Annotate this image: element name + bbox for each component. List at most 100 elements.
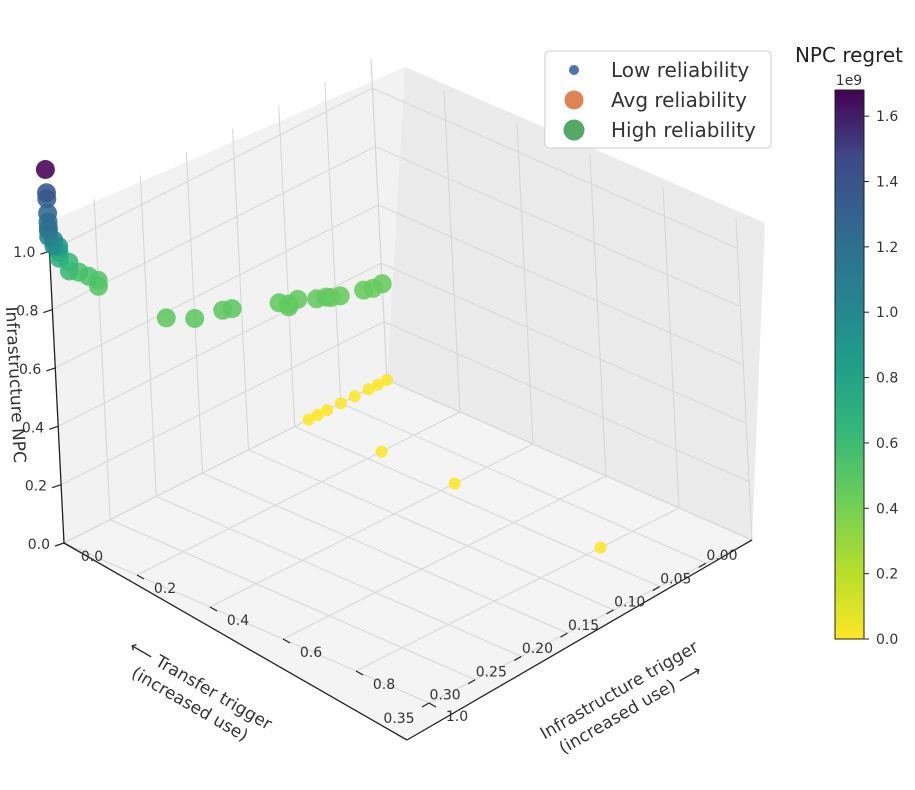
y-tick-mark <box>744 539 753 545</box>
scatter-point-low-reliability <box>321 404 333 417</box>
y-tick-label: 0.05 <box>660 571 691 587</box>
scatter-point-high-reliability <box>37 183 56 203</box>
z-tick-label: 0.8 <box>16 304 38 320</box>
x-tick-label: 1.0 <box>446 709 468 725</box>
grid-line <box>375 146 741 308</box>
scatter-point-high-reliability <box>354 280 374 300</box>
scatter-point-high-reliability <box>269 293 289 313</box>
scatter-point-high-reliability <box>38 203 58 223</box>
grid-line <box>232 128 250 450</box>
grid-line <box>386 379 753 541</box>
z-tick-mark <box>51 484 62 489</box>
y-tick-mark <box>467 679 476 685</box>
legend: Low reliability Avg reliability High relia… <box>544 50 772 149</box>
y-axis-line <box>63 542 408 741</box>
colorbar-tick-label: 0.8 <box>876 371 898 387</box>
z-tick-label: 1.0 <box>13 245 35 261</box>
y-tick-label: 0.10 <box>614 595 645 611</box>
colorbar-tick-label: 0.4 <box>876 501 898 517</box>
grid-line <box>136 411 461 576</box>
y-tick-mark <box>513 655 522 661</box>
legend-marker <box>569 65 579 75</box>
z-axis-line <box>47 221 65 544</box>
grid-line <box>340 402 707 564</box>
colorbar-tick-label: 0.0 <box>876 632 898 648</box>
z-tick-mark <box>43 308 53 314</box>
grid-line <box>378 204 744 366</box>
x-axis-label: Infrastructure trigger(increased use) ⟶ <box>537 637 713 763</box>
grid-line <box>278 105 296 427</box>
scatter-point-high-reliability <box>307 289 327 309</box>
y-tick-mark <box>698 562 707 568</box>
grid-line <box>60 321 385 486</box>
x-tick-mark <box>136 574 145 580</box>
grid-line <box>324 82 342 404</box>
grid-line <box>443 90 461 413</box>
legend-marker <box>563 119 585 141</box>
z-tick-label: 0.4 <box>22 420 44 436</box>
grid-line <box>209 443 534 608</box>
colorbar-title: NPC regret <box>795 43 903 67</box>
scatter-point-low-reliability <box>371 378 384 391</box>
colorbar-tick-label: 1.6 <box>876 109 898 125</box>
grid-line <box>589 154 607 477</box>
z-axis-label: Infrastructure NPC <box>1 306 29 463</box>
x-tick-mark <box>428 702 437 708</box>
y-tick-label: 0.20 <box>522 641 553 657</box>
scatter-points <box>35 160 607 554</box>
y-tick-label: 0.25 <box>476 664 507 680</box>
y-tick-mark <box>652 586 661 592</box>
legend-marker <box>564 90 584 110</box>
x-tick-label: 0.2 <box>154 581 176 597</box>
colorbar-tick-label: 0.6 <box>876 436 898 452</box>
y-tick-label: 0.15 <box>568 618 599 634</box>
grid-line <box>380 262 747 424</box>
scatter-point-low-reliability <box>311 408 324 421</box>
x-axis-line <box>406 539 753 741</box>
grid-line <box>49 87 373 252</box>
grid-line <box>63 379 388 544</box>
axis-ticks: 0.0 0.2 0.4 0.6 0.8 1.0 0.00 0.05 0.10 0.15 0.20 0.… <box>13 245 753 727</box>
z-tick-mark <box>54 542 65 547</box>
x-tick-mark <box>282 638 291 644</box>
grid-line <box>662 186 680 509</box>
scatter-point-low-reliability <box>594 541 607 554</box>
grid-line <box>294 426 660 588</box>
y-tick-label: 0.00 <box>706 548 737 564</box>
z-tick-mark <box>46 367 56 372</box>
grid-line <box>109 519 476 681</box>
grid-line <box>282 475 607 640</box>
grid-line <box>735 218 753 541</box>
colorbar-tick-label: 1.4 <box>876 175 898 191</box>
grid-line <box>355 507 680 672</box>
y-tick-mark <box>560 632 568 638</box>
scatter-point-low-reliability <box>348 390 361 403</box>
x-tick-mark <box>355 670 364 676</box>
right-pane <box>387 67 765 540</box>
colorbar-tick-label: 1.0 <box>876 305 898 321</box>
grid-line <box>55 204 379 369</box>
scatter-point-low-reliability <box>375 445 388 458</box>
x-tick-mark <box>63 542 72 548</box>
colorbar <box>834 89 865 640</box>
scatter-point-low-reliability <box>334 397 347 410</box>
grid-line <box>139 175 157 497</box>
colorbar-tick-label: 0.2 <box>876 567 898 583</box>
grid-line <box>93 198 111 520</box>
grid-line <box>383 321 750 483</box>
y-tick-label: 0.30 <box>430 688 461 704</box>
z-tick-mark <box>48 425 59 430</box>
colorbar-tick-label: 1.2 <box>876 240 898 256</box>
grid-line <box>63 542 430 704</box>
legend-label: High reliability <box>611 118 756 142</box>
grid-line <box>248 449 614 611</box>
grid-line <box>202 472 568 634</box>
x-tick-label: 0.6 <box>300 645 322 661</box>
grid-line <box>372 87 738 249</box>
y-tick-mark <box>606 609 614 615</box>
x-tick-label: 0.4 <box>227 613 249 629</box>
grid-lines <box>47 58 753 704</box>
x-tick-label: 0.8 <box>373 677 395 693</box>
y-tick-label: 0.35 <box>383 711 414 727</box>
